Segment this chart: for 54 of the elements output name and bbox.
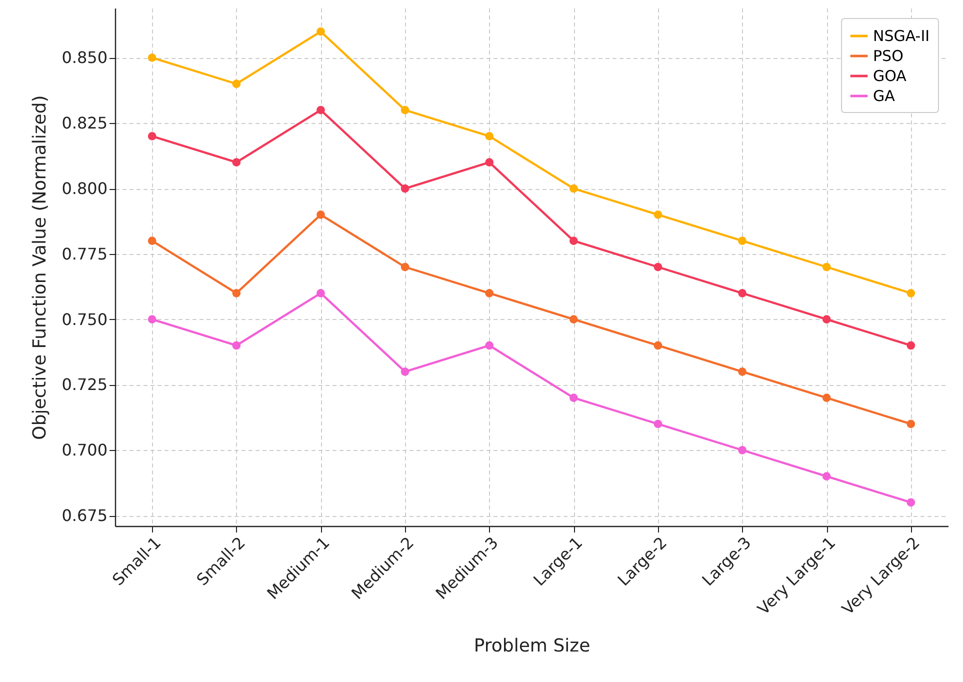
y-tick-label: 0.750: [62, 310, 108, 329]
point: [654, 420, 662, 428]
point: [316, 288, 325, 298]
point: [232, 158, 241, 167]
point: [822, 315, 831, 324]
point: [148, 54, 156, 62]
point: [316, 27, 325, 36]
point: [654, 210, 662, 219]
y-axis-title: Objective Function Value (Normalized): [30, 95, 51, 440]
point: [906, 420, 916, 428]
point: [400, 262, 410, 272]
point: [148, 315, 156, 324]
point: [906, 498, 916, 507]
point: [232, 288, 241, 298]
legend-label: NSGA-II: [873, 27, 930, 45]
legend-label: GOA: [873, 67, 908, 85]
point: [400, 367, 410, 376]
point: [485, 288, 494, 298]
legend-label: PSO: [873, 47, 904, 65]
point: [148, 132, 156, 140]
point: [316, 210, 325, 219]
point: [569, 236, 578, 246]
point: [654, 262, 662, 272]
point: [485, 158, 494, 167]
point: [738, 446, 746, 454]
y-tick-label: 0.725: [62, 375, 108, 394]
y-tick-label: 0.675: [62, 506, 108, 526]
point: [654, 341, 662, 350]
y-tick-label: 0.800: [62, 179, 108, 198]
point: [400, 184, 410, 193]
point: [569, 394, 578, 402]
point: [485, 132, 494, 140]
point: [906, 341, 916, 350]
point: [569, 184, 578, 193]
point: [232, 341, 241, 350]
point: [400, 106, 410, 114]
point: [822, 472, 831, 480]
point: [316, 106, 325, 114]
point: [906, 288, 916, 298]
point: [822, 394, 831, 402]
x-axis-title: Problem Size: [474, 636, 590, 657]
y-tick-label: 0.825: [62, 114, 108, 133]
point: [738, 367, 746, 376]
legend-label: GA: [873, 87, 896, 105]
point: [822, 262, 831, 272]
point: [148, 236, 156, 246]
y-tick-label: 0.850: [62, 48, 108, 68]
point: [738, 236, 746, 246]
y-tick-label: 0.700: [62, 440, 108, 460]
point: [232, 80, 241, 88]
y-tick-label: 0.775: [62, 244, 108, 264]
point: [485, 341, 494, 350]
point: [569, 315, 578, 324]
point: [738, 288, 746, 298]
